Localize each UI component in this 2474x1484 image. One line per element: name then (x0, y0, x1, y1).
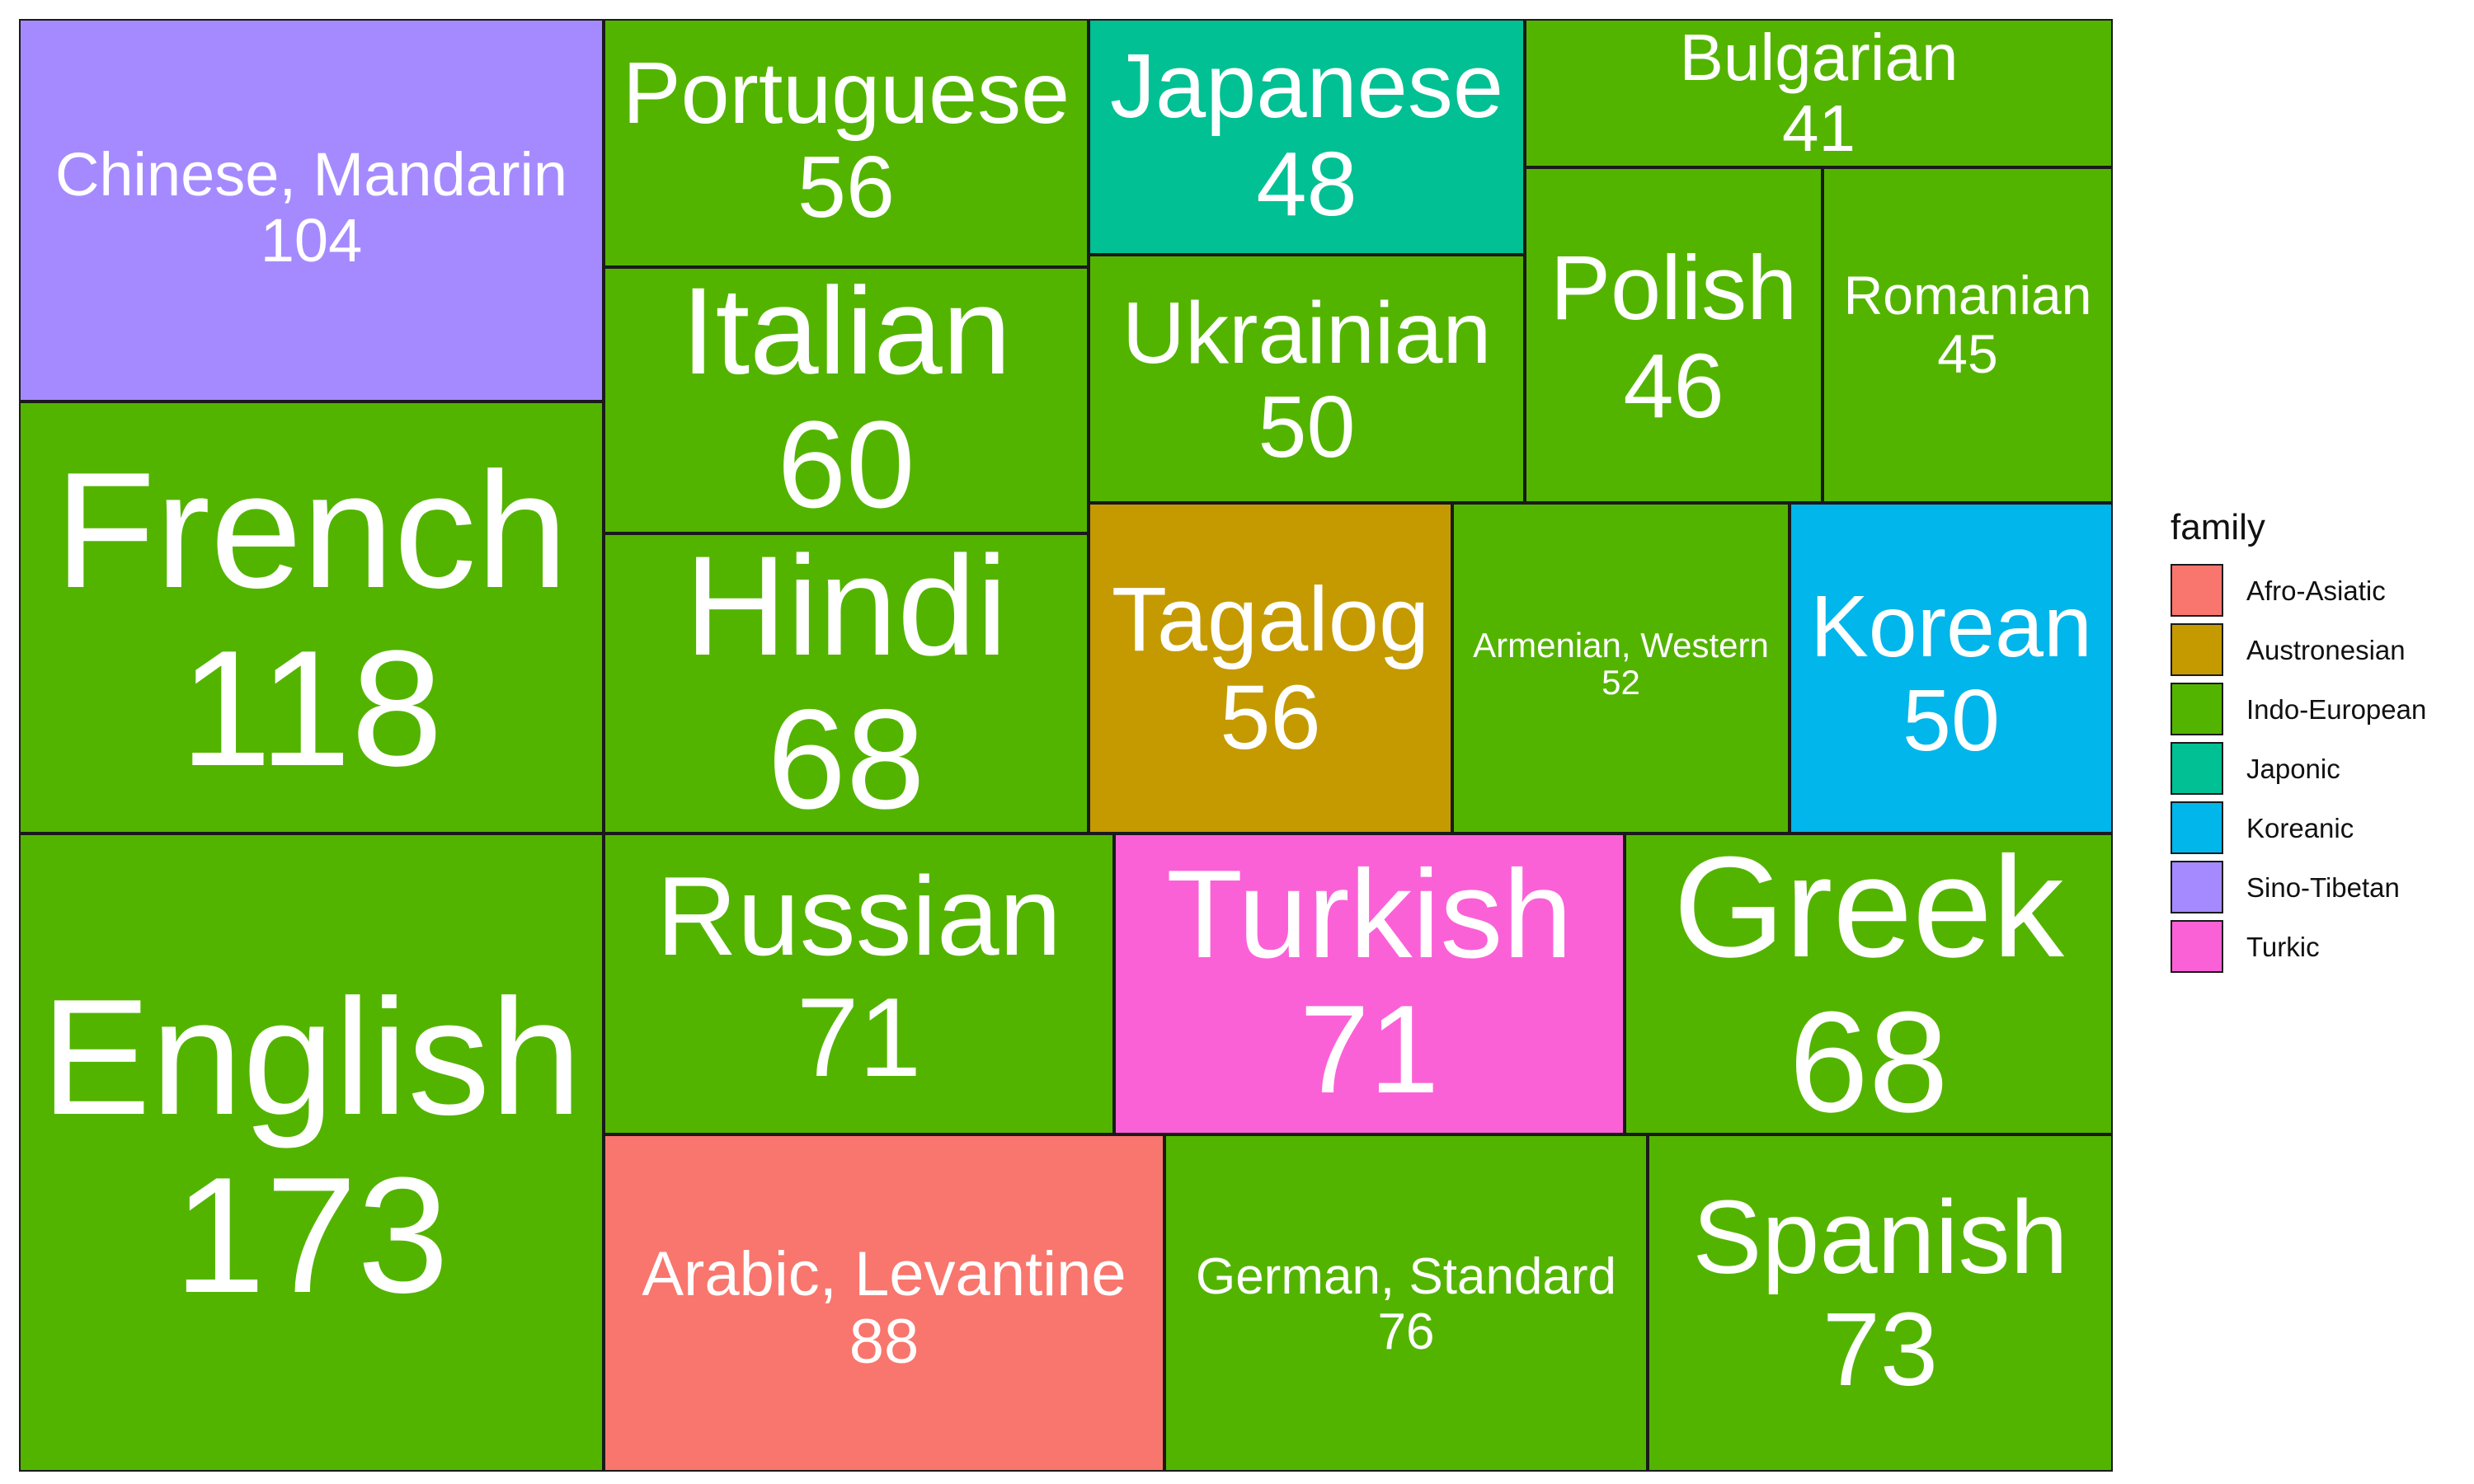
legend-item-indo-european: Indo-European (2171, 679, 2467, 739)
tile-name-label: German, Standard (1195, 1248, 1617, 1305)
tile-name-label: Polish (1550, 237, 1798, 339)
tile-name-label: Hindi (684, 533, 1008, 685)
tile-name-label: Japanese (1109, 35, 1504, 137)
legend-label: Japonic (2246, 753, 2340, 784)
tile-value-label: 48 (1256, 133, 1357, 235)
tile-name-label: Greek (1673, 834, 2064, 987)
legend-swatch (2171, 623, 2223, 676)
tile-value-label: 52 (1602, 663, 1640, 702)
legend-swatch (2171, 683, 2223, 735)
treemap-tile-italian: Italian 60 (604, 267, 1089, 533)
tile-value-label: 118 (180, 617, 443, 801)
tile-value-label: 71 (1299, 979, 1440, 1120)
tile-value-label: 50 (1903, 672, 2000, 770)
treemap-tile-tagalog: Tagalog 56 (1089, 503, 1452, 834)
legend-swatch (2171, 920, 2223, 973)
tile-name-label: French (54, 439, 568, 622)
treemap-tile-french: French 118 (19, 402, 604, 834)
treemap-tile-romanian: Romanian 45 (1823, 167, 2113, 503)
tile-value-label: 56 (797, 139, 895, 237)
tile-name-label: Korean (1810, 578, 2092, 675)
tile-value-label: 41 (1782, 92, 1856, 166)
tile-value-label: 56 (1220, 666, 1321, 768)
tile-value-label: 50 (1258, 378, 1356, 477)
tile-name-label: Turkish (1166, 844, 1573, 984)
tile-value-label: 88 (849, 1307, 920, 1378)
tile-value-label: 60 (777, 395, 915, 533)
tile-value-label: 173 (173, 1144, 449, 1327)
legend-label: Sino-Tibetan (2246, 871, 2400, 903)
tile-name-label: Russian (656, 853, 1062, 979)
legend-label: Turkic (2246, 931, 2320, 962)
treemap-tile-armenian-western: Armenian, Western 52 (1452, 503, 1790, 834)
tile-name-label: Chinese, Mandarin (54, 140, 568, 209)
legend-label: Koreanic (2246, 812, 2354, 843)
legend-swatch (2171, 861, 2223, 913)
legend: family Afro-Asiatic Austronesian Indo-Euro… (2171, 510, 2467, 976)
tile-name-label: Bulgarian (1679, 21, 1959, 94)
legend-swatch (2171, 564, 2223, 617)
tile-name-label: English (40, 965, 582, 1149)
legend-item-afro-asiatic: Afro-Asiatic (2171, 561, 2467, 620)
legend-label: Indo-European (2246, 693, 2427, 725)
tile-value-label: 73 (1822, 1291, 1939, 1408)
treemap-tile-english: English 173 (19, 834, 604, 1472)
treemap-tile-korean: Korean 50 (1790, 503, 2113, 834)
treemap-tile-ukrainian: Ukrainian 50 (1089, 255, 1525, 503)
treemap-tile-polish: Polish 46 (1525, 167, 1823, 503)
legend-title: family (2171, 507, 2265, 547)
legend-item-koreanic: Koreanic (2171, 798, 2467, 857)
treemap-tile-bulgarian: Bulgarian 41 (1525, 19, 2113, 167)
treemap-tile-turkish: Turkish 71 (1114, 834, 1625, 1134)
tile-name-label: Italian (680, 267, 1012, 400)
treemap-tile-spanish: Spanish 73 (1648, 1134, 2113, 1472)
tile-name-label: Arabic, Levantine (642, 1239, 1126, 1309)
tile-name-label: Ukrainian (1122, 284, 1492, 382)
treemap-tile-greek: Greek 68 (1625, 834, 2113, 1134)
treemap-tile-chinese-mandarin: Chinese, Mandarin 104 (19, 19, 604, 402)
legend-label: Afro-Asiatic (2246, 575, 2386, 606)
legend-swatch (2171, 742, 2223, 795)
tile-value-label: 76 (1377, 1303, 1435, 1360)
tile-value-label: 104 (260, 205, 363, 275)
legend-item-japonic: Japonic (2171, 739, 2467, 798)
treemap-tile-japanese: Japanese 48 (1089, 19, 1525, 255)
tile-value-label: 71 (796, 974, 922, 1100)
treemap-tile-russian: Russian 71 (604, 834, 1114, 1134)
tile-name-label: Armenian, Western (1473, 626, 1769, 665)
legend-item-turkic: Turkic (2171, 917, 2467, 976)
legend-swatch (2171, 801, 2223, 854)
legend-label: Austronesian (2246, 634, 2406, 665)
treemap-tile-portuguese: Portuguese 56 (604, 19, 1089, 267)
treemap-tile-german-standard: German, Standard 76 (1164, 1134, 1648, 1472)
legend-items: Afro-Asiatic Austronesian Indo-European Jap… (2171, 561, 2467, 976)
tile-value-label: 45 (1937, 323, 1998, 385)
treemap-tile-hindi: Hindi 68 (604, 533, 1089, 834)
tile-value-label: 46 (1623, 335, 1724, 437)
tile-name-label: Spanish (1692, 1179, 2068, 1295)
tile-name-label: Romanian (1843, 265, 2092, 326)
tile-name-label: Portuguese (622, 45, 1070, 142)
legend-item-austronesian: Austronesian (2171, 620, 2467, 679)
treemap-tile-arabic-levantine: Arabic, Levantine 88 (604, 1134, 1164, 1472)
tile-value-label: 68 (1789, 980, 1949, 1134)
tile-value-label: 68 (767, 679, 925, 834)
legend-item-sino-tibetan: Sino-Tibetan (2171, 857, 2467, 917)
tile-name-label: Tagalog (1111, 569, 1430, 670)
